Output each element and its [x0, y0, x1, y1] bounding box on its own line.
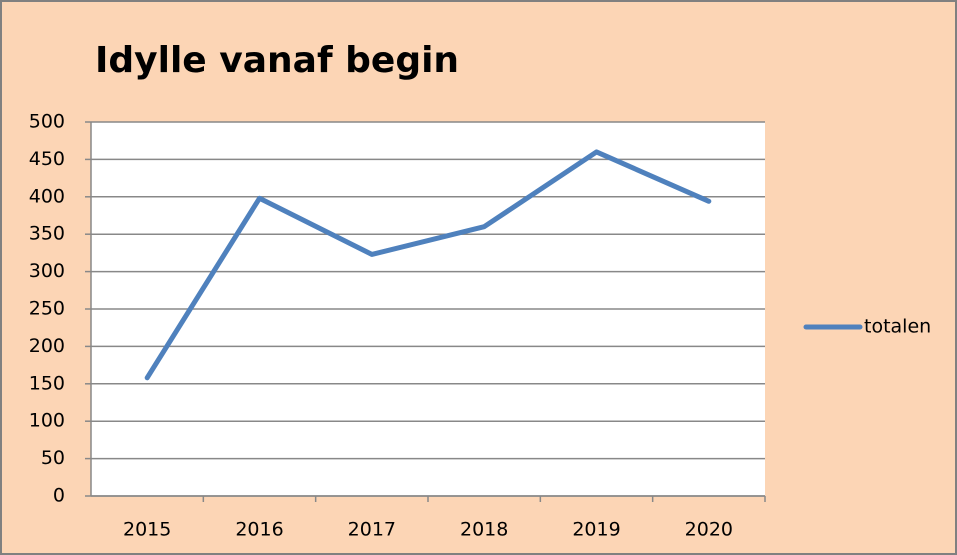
y-tick-label: 250 [29, 298, 65, 320]
y-tick-label: 450 [29, 148, 65, 170]
y-tick-label: 150 [29, 372, 65, 394]
y-tick-label: 500 [29, 111, 65, 133]
chart-title: Idylle vanaf begin [95, 40, 459, 81]
x-tick-label: 2018 [460, 519, 508, 541]
x-tick-label: 2017 [348, 519, 396, 541]
y-tick-label: 350 [29, 223, 65, 245]
x-tick-label: 2019 [572, 519, 620, 541]
y-tick-label: 400 [29, 185, 65, 207]
line-series [144, 149, 712, 381]
legend-label: totalen [864, 316, 931, 338]
y-tick-label: 50 [41, 447, 65, 469]
y-tick-label: 100 [29, 410, 65, 432]
x-tick-label: 2020 [685, 519, 733, 541]
y-tick-label: 200 [29, 335, 65, 357]
x-tick-label: 2016 [235, 519, 283, 541]
x-tick-label: 2015 [123, 519, 171, 541]
y-tick-label: 0 [53, 485, 65, 507]
y-tick-label: 300 [29, 260, 65, 282]
